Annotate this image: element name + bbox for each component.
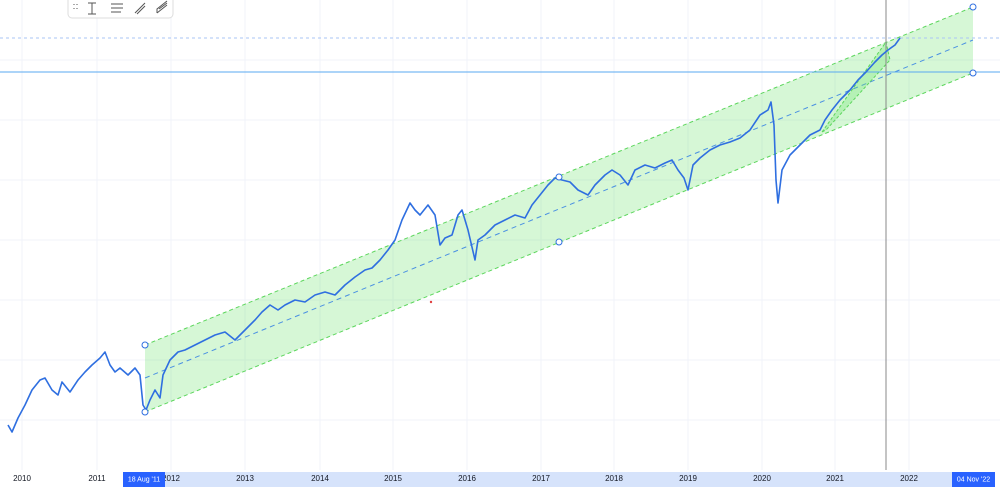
parallel-channel[interactable] [145, 7, 973, 412]
time-label: 2020 [753, 474, 771, 483]
time-label: 2013 [236, 474, 254, 483]
drawing-toolbar [67, 0, 174, 19]
grid [0, 0, 1000, 470]
range-start-label: 18 Aug '11 [128, 476, 160, 483]
time-label: 2010 [13, 474, 31, 483]
selected-range [123, 472, 993, 487]
time-label: 2011 [88, 474, 106, 483]
range-end-label: 04 Nov '22 [957, 476, 990, 483]
channel-handles[interactable] [141, 3, 977, 416]
time-label: 2016 [458, 474, 476, 483]
time-axis: 2010 2011 2012 2013 2014 2015 2016 2017 … [0, 470, 1000, 487]
time-label: 2012 [162, 474, 180, 483]
text-tool[interactable] [88, 2, 96, 15]
time-label: 2019 [679, 474, 697, 483]
dot [429, 300, 433, 304]
time-label: 2014 [311, 474, 329, 483]
time-label: 2018 [605, 474, 623, 483]
brush-tool[interactable] [134, 2, 146, 15]
channel-upper [144, 6, 974, 346]
price-line [7, 37, 901, 433]
channel-lower [144, 72, 974, 413]
channel-tool[interactable] [156, 0, 168, 14]
time-label: 2015 [384, 474, 402, 483]
line-tool[interactable] [111, 3, 123, 13]
time-label: 2017 [532, 474, 550, 483]
time-label: 2022 [900, 474, 918, 483]
time-label: 2021 [826, 474, 844, 483]
